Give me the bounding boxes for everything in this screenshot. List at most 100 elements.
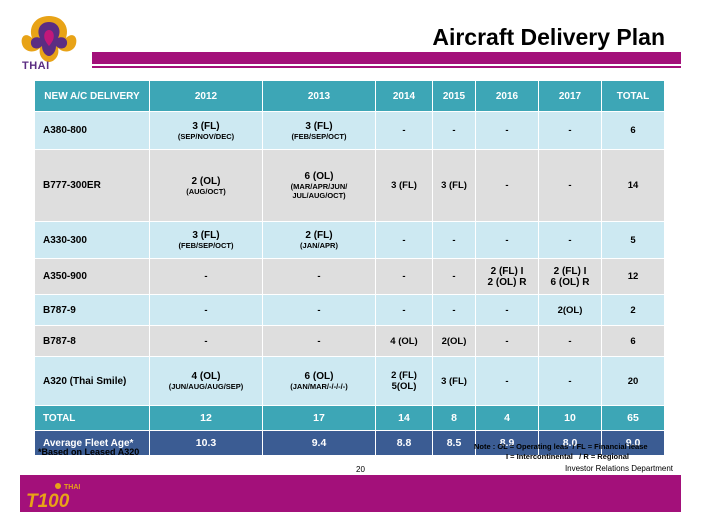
table-cell: 2(OL): [433, 326, 475, 356]
table-cell: 2 (FL) (JAN/APR): [263, 222, 375, 258]
table-cell: -: [376, 295, 432, 325]
table-cell: 12: [602, 259, 664, 294]
aircraft-name: A350-900: [35, 259, 149, 294]
table-cell: -: [476, 150, 538, 221]
footer-logo-big: T100: [26, 491, 70, 509]
table-cell: 3 (FL): [376, 150, 432, 221]
table-cell: -: [476, 222, 538, 258]
column-header: NEW A/C DELIVERY: [35, 81, 149, 111]
table-cell: -: [150, 259, 262, 294]
note-text: / FL = Financial lease: [572, 442, 648, 451]
page-title: Aircraft Delivery Plan: [432, 24, 665, 50]
abbreviation-note: Note : OL = Operating leas / FL = Financ…: [474, 442, 648, 462]
table-cell: 6: [602, 326, 664, 356]
table-row: A330-300 3 (FL) (FEB/SEP/OCT) 2 (FL) (JAN/…: [35, 222, 664, 258]
table-cell: 2 (FL) 5(OL): [376, 357, 432, 405]
table-row: B787-8 - - 4 (OL) 2(OL) - - 6: [35, 326, 664, 356]
footer-bar: [20, 475, 681, 512]
total-row: TOTAL 12 17 14 8 4 10 65: [35, 406, 664, 430]
aircraft-name: A330-300: [35, 222, 149, 258]
table-cell: -: [150, 295, 262, 325]
table-cell: -: [539, 357, 601, 405]
table-cell: -: [476, 295, 538, 325]
table-cell: -: [539, 150, 601, 221]
table-cell: 4 (OL) (JUN/AUG/AUG/SEP): [150, 357, 262, 405]
table-cell: -: [476, 112, 538, 149]
total-cell: 8: [433, 406, 475, 430]
column-header: TOTAL: [602, 81, 664, 111]
table-cell: -: [476, 326, 538, 356]
column-header: 2015: [433, 81, 475, 111]
column-header: 2012: [150, 81, 262, 111]
title-bar: [92, 52, 681, 64]
table-row: A320 (Thai Smile) 4 (OL) (JUN/AUG/AUG/SEP…: [35, 357, 664, 405]
table-cell: -: [263, 295, 375, 325]
fleet-age-row: Average Fleet Age* 10.3 9.4 8.8 8.5 8.9 …: [35, 431, 664, 455]
total-cell: 12: [150, 406, 262, 430]
note-text: Note : OL = Operating leas: [474, 442, 569, 451]
column-header: 2016: [476, 81, 538, 111]
fleet-age-cell: 8.5: [433, 431, 475, 455]
table-cell: -: [539, 222, 601, 258]
table-cell: 3 (FL): [433, 150, 475, 221]
table-cell: -: [539, 112, 601, 149]
table-cell: 4 (OL): [376, 326, 432, 356]
total-cell: 14: [376, 406, 432, 430]
table-cell: 20: [602, 357, 664, 405]
table-cell: -: [263, 326, 375, 356]
note-text: I = Intercontinental: [506, 452, 573, 461]
table-cell: 3 (FL) (FEB/SEP/OCT): [263, 112, 375, 149]
title-underline: [92, 66, 681, 68]
total-cell: 4: [476, 406, 538, 430]
fleet-age-cell: 8.0: [539, 431, 601, 455]
table-cell: -: [376, 112, 432, 149]
fleet-age-cell: 8.9: [476, 431, 538, 455]
table-cell: 2 (OL) (AUG/OCT): [150, 150, 262, 221]
aircraft-name: B787-9: [35, 295, 149, 325]
table-cell: 3 (FL) (SEP/NOV/DEC): [150, 112, 262, 149]
column-header: 2014: [376, 81, 432, 111]
logo-text: THAI: [22, 60, 50, 72]
table-cell: -: [376, 222, 432, 258]
table-cell: 6 (OL) (JAN/MAR/-/-/-/-): [263, 357, 375, 405]
table-cell: 3 (FL): [433, 357, 475, 405]
total-cell: 65: [602, 406, 664, 430]
table-cell: -: [150, 326, 262, 356]
table-cell: -: [433, 112, 475, 149]
fleet-age-label: Average Fleet Age*: [35, 431, 149, 455]
aircraft-name: A320 (Thai Smile): [35, 357, 149, 405]
table-cell: -: [433, 295, 475, 325]
aircraft-name: A380-800: [35, 112, 149, 149]
table-cell: -: [476, 357, 538, 405]
thai-100-logo: THAI T100: [26, 483, 80, 509]
page-number: 20: [356, 465, 365, 474]
table-cell: 6: [602, 112, 664, 149]
table-cell: -: [539, 326, 601, 356]
table-cell: -: [263, 259, 375, 294]
column-header: 2017: [539, 81, 601, 111]
table-cell: 6 (OL) (MAR/APR/JUN/ JUL/AUG/OCT): [263, 150, 375, 221]
footnote: *Based on Leased A320: [38, 447, 140, 457]
fleet-age-cell: 8.8: [376, 431, 432, 455]
table-cell: -: [433, 259, 475, 294]
table-row: B777-300ER 2 (OL) (AUG/OCT) 6 (OL) (MAR/AP…: [35, 150, 664, 221]
table-cell: -: [376, 259, 432, 294]
fleet-age-cell: 9.4: [263, 431, 375, 455]
note-text: / R = Regional: [579, 452, 629, 461]
total-cell: 10: [539, 406, 601, 430]
table-row: B787-9 - - - - - 2(OL) 2: [35, 295, 664, 325]
table-cell: 3 (FL) (FEB/SEP/OCT): [150, 222, 262, 258]
table-header-row: NEW A/C DELIVERY 2012 2013 2014 2015 201…: [35, 81, 664, 111]
column-header: 2013: [263, 81, 375, 111]
thai-airways-logo: [21, 16, 77, 62]
table-row: A380-800 3 (FL) (SEP/NOV/DEC) 3 (FL) (FEB/…: [35, 112, 664, 149]
fleet-age-cell: 10.3: [150, 431, 262, 455]
table-cell: 14: [602, 150, 664, 221]
department-label: Investor Relations Department: [564, 464, 673, 473]
footer-logo-small: THAI: [64, 484, 80, 491]
aircraft-name: B777-300ER: [35, 150, 149, 221]
fleet-age-cell: 9.0: [602, 431, 664, 455]
